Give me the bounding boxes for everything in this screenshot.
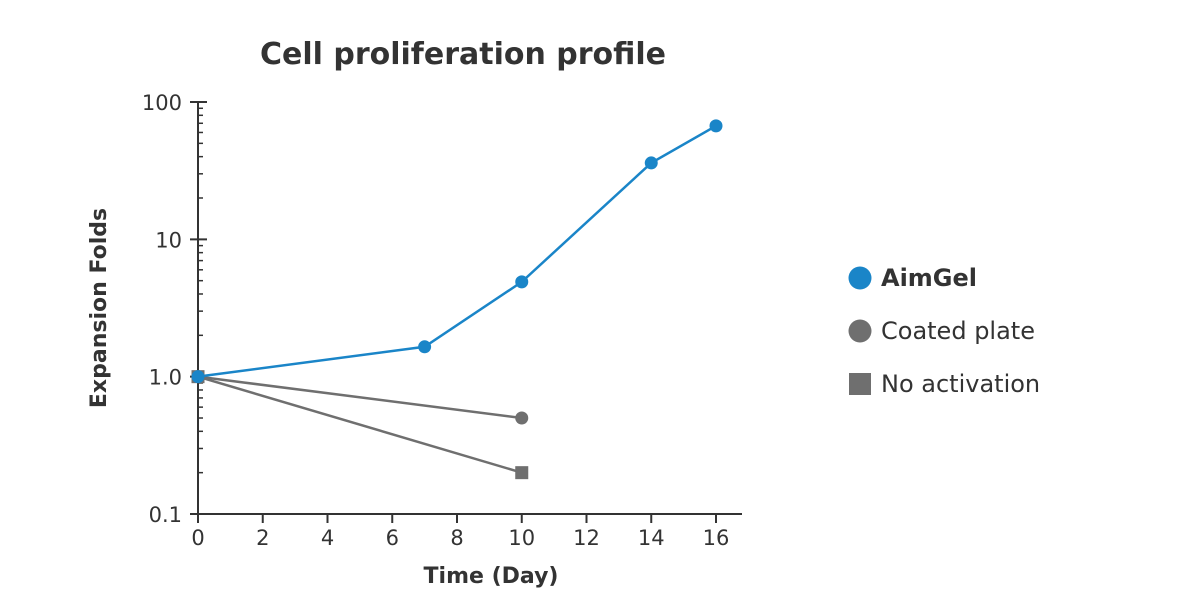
data-point-aimgel	[709, 119, 723, 133]
x-tick-label: 0	[191, 526, 204, 550]
y-tick-label: 0.1	[149, 503, 182, 527]
data-point-coated-plate	[515, 411, 529, 425]
y-tick-label: 100	[142, 91, 182, 115]
x-tick-label: 8	[450, 526, 463, 550]
x-axis-label: Time (Day)	[424, 564, 559, 589]
data-point-aimgel	[515, 275, 529, 289]
series-line-coated-plate	[197, 375, 522, 420]
legend-marker-coated-plate	[848, 319, 872, 343]
legend-label-coated-plate: Coated plate	[881, 317, 1035, 345]
y-tick-label: 1.0	[149, 366, 182, 390]
x-tick-label: 2	[256, 526, 269, 550]
series-line-aimgel	[197, 124, 717, 378]
data-point-aimgel	[191, 370, 205, 384]
legend-marker-no-activation	[849, 373, 871, 395]
legend: AimGel Coated plate No activation	[848, 264, 1040, 398]
legend-label-no-activation: No activation	[881, 370, 1040, 398]
x-tick-label: 4	[321, 526, 334, 550]
x-tick-label: 6	[386, 526, 399, 550]
data-point-aimgel	[418, 340, 432, 354]
data-point-no-activation	[515, 466, 529, 480]
x-tick-label: 12	[573, 526, 600, 550]
legend-label-aimgel: AimGel	[881, 264, 977, 292]
x-tick-label: 10	[508, 526, 535, 550]
x-tick-label: 14	[638, 526, 665, 550]
y-tick-label: 10	[155, 228, 182, 252]
data-point-aimgel	[644, 156, 658, 170]
plot-area: 0.1 1.0 10 100 0 2 4 6 8 10 12 14 16	[142, 91, 742, 550]
chart-title: Cell proliferation profile	[260, 37, 666, 72]
legend-marker-aimgel	[848, 266, 872, 290]
series-line-no-activation	[197, 375, 523, 474]
y-axis-label: Expansion Folds	[87, 208, 112, 408]
x-tick-label: 16	[703, 526, 730, 550]
